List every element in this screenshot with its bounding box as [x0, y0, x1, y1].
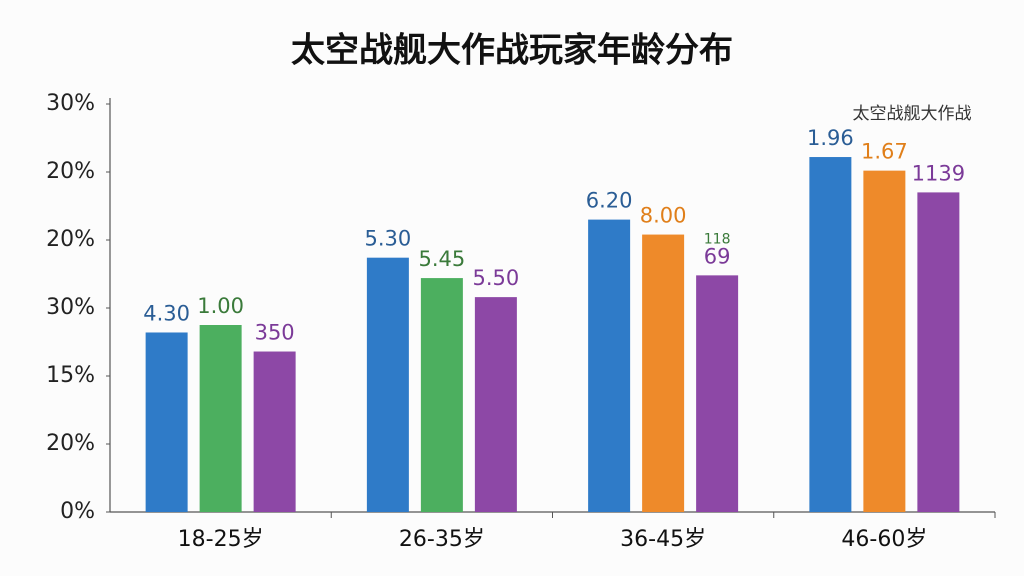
y-tick-label: 20% — [46, 159, 95, 184]
bar-label: 350 — [255, 321, 295, 345]
bar-label: 5.50 — [472, 266, 519, 290]
bar-label: 5.45 — [418, 247, 465, 271]
bar — [474, 297, 517, 512]
bar-label: 5.30 — [364, 227, 411, 251]
y-tick-label: 20% — [46, 431, 95, 456]
bar-label: 1.00 — [197, 294, 244, 318]
bar-label: 4.30 — [143, 301, 190, 325]
annotation: 太空战舰大作战 — [853, 104, 972, 124]
x-tick-label: 18-25岁 — [178, 527, 264, 552]
y-tick-label: 30% — [46, 91, 95, 116]
y-tick-label: 0% — [60, 499, 95, 524]
y-tick-label: 15% — [46, 363, 95, 388]
bar — [366, 257, 409, 512]
bar — [642, 234, 685, 512]
x-tick-label: 46-60岁 — [841, 527, 927, 552]
y-tick-label: 30% — [46, 295, 95, 320]
bar — [696, 275, 739, 512]
bar — [420, 278, 463, 512]
x-tick-label: 26-35岁 — [399, 527, 485, 552]
bar-label: 1.96 — [807, 126, 854, 150]
bar — [863, 170, 906, 512]
bar-label: 69 — [704, 244, 731, 268]
chart-title: 太空战舰大作战玩家年龄分布 — [291, 31, 733, 71]
bar — [588, 219, 631, 512]
bar-label: 8.00 — [640, 204, 687, 228]
x-tick-label: 36-45岁 — [620, 527, 706, 552]
y-tick-label: 20% — [46, 227, 95, 252]
bar — [917, 192, 960, 512]
bar — [253, 351, 296, 512]
annotation: 118 — [704, 231, 731, 247]
bar-label: 1.67 — [861, 140, 908, 164]
bar-label: 1139 — [912, 161, 965, 185]
bar — [199, 325, 242, 512]
bar — [809, 157, 852, 513]
bar-label: 6.20 — [586, 189, 633, 213]
bar — [145, 332, 188, 512]
